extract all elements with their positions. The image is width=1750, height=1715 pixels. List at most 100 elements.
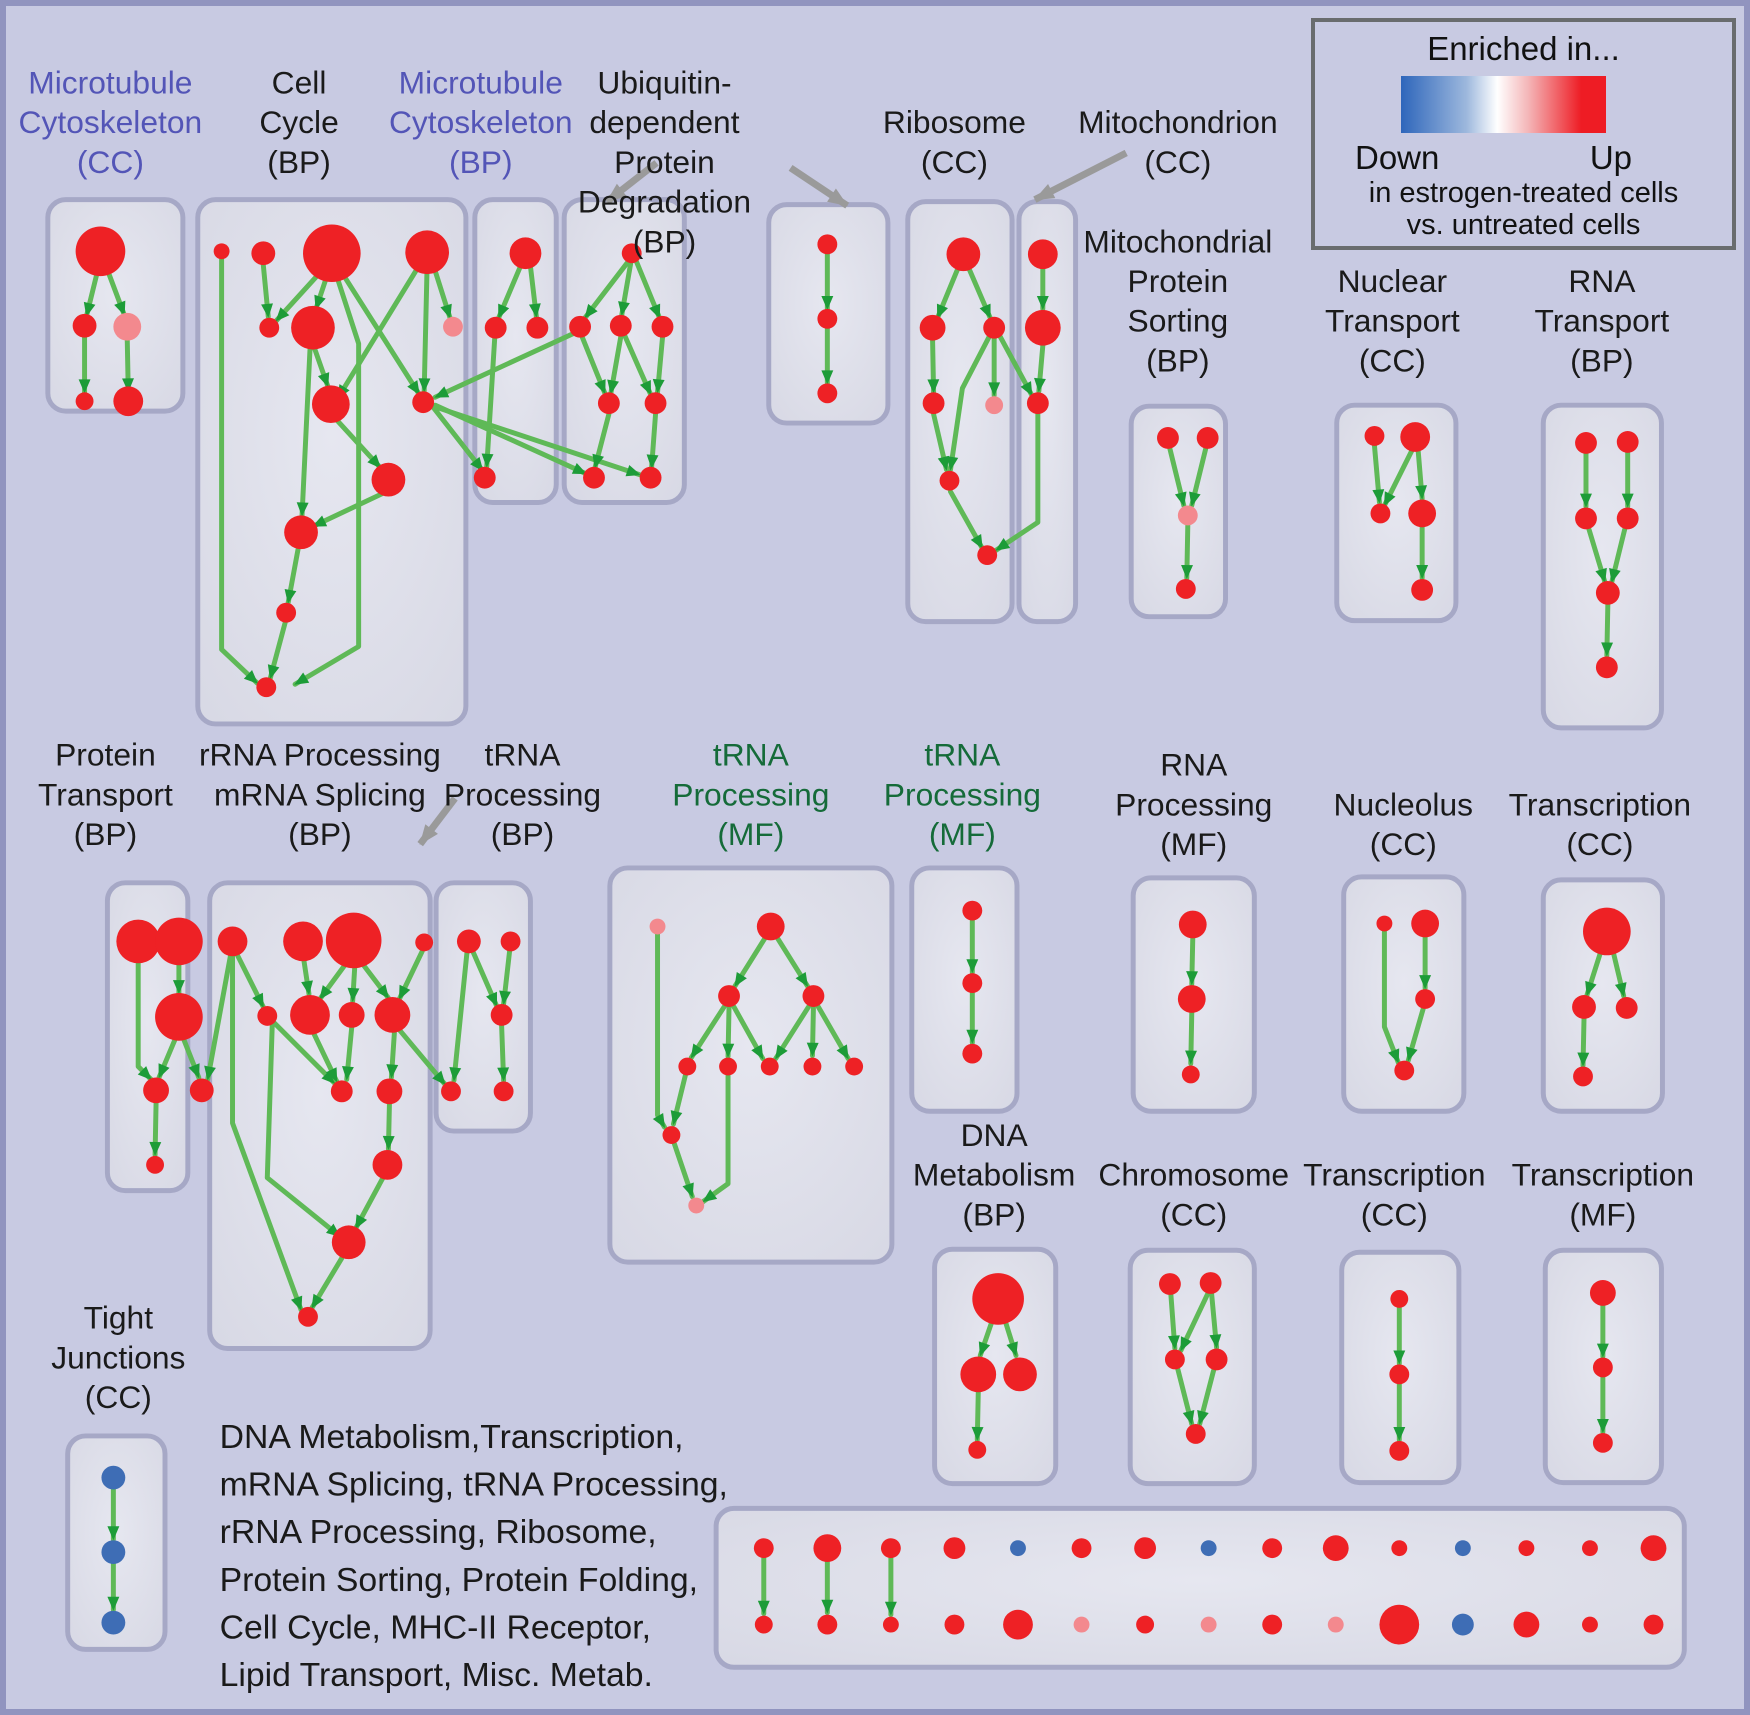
node (256, 677, 277, 698)
edge-arrow (996, 332, 1035, 398)
node (283, 921, 323, 962)
node (251, 241, 276, 266)
node (1175, 578, 1196, 599)
cluster-box (207, 880, 433, 1352)
node (405, 230, 450, 275)
node (813, 1534, 842, 1563)
edge-arrow (1381, 928, 1401, 1066)
node (1454, 1540, 1471, 1557)
edge-arrow (1405, 1006, 1426, 1064)
cluster-box (1127, 1247, 1257, 1487)
node (331, 1225, 366, 1260)
node (101, 1540, 126, 1565)
node (257, 1005, 278, 1026)
cluster-box (1016, 199, 1079, 625)
annotation-arrow (788, 164, 850, 209)
node (1575, 507, 1597, 530)
node (1643, 1614, 1664, 1635)
node (1164, 1349, 1185, 1370)
edge-arrow (815, 1004, 851, 1062)
edge-arrow (1601, 602, 1614, 658)
edge-arrow (1584, 951, 1603, 998)
node (962, 973, 983, 994)
edge-arrow (292, 264, 362, 687)
node (146, 1155, 165, 1174)
node (1071, 1538, 1092, 1559)
edge-arrow (927, 338, 940, 395)
edge-arrow (688, 1004, 727, 1061)
node (155, 917, 203, 966)
cluster-label: tRNA Processing (MF) (672, 737, 829, 852)
edge-arrow (1181, 522, 1194, 581)
edge-arrow (1175, 1366, 1195, 1427)
node (1394, 1060, 1415, 1081)
cluster-label: Protein Transport (BP) (38, 737, 173, 852)
node (944, 1614, 965, 1635)
node (754, 1615, 773, 1634)
node (284, 515, 318, 550)
node (1391, 1540, 1408, 1557)
node (960, 1356, 997, 1393)
node (1003, 1609, 1033, 1640)
node (1583, 907, 1631, 956)
node (412, 391, 435, 414)
node (376, 1078, 403, 1105)
cluster-label: Cell Cycle (BP) (259, 64, 338, 179)
node (662, 1126, 681, 1144)
node (1592, 1432, 1613, 1453)
node (1595, 656, 1618, 679)
edge-arrow (732, 935, 768, 989)
node (116, 919, 161, 964)
node (1415, 989, 1436, 1009)
node (756, 912, 785, 941)
node (1178, 910, 1207, 939)
node (291, 305, 335, 350)
cluster-box (713, 1505, 1687, 1670)
cluster-box (932, 1246, 1059, 1487)
edge-arrow (1577, 1016, 1590, 1069)
node (276, 602, 297, 623)
node (330, 1080, 353, 1103)
edge-arrow (1167, 446, 1187, 508)
edge-arrow (622, 333, 654, 397)
cluster-label: RNA Transport (BP) (1534, 263, 1669, 378)
node (1136, 1615, 1155, 1634)
edge-arrow (731, 1004, 766, 1062)
node (217, 926, 248, 957)
edge-arrow (671, 1141, 695, 1200)
node (189, 1078, 214, 1103)
edge-arrow (1371, 443, 1385, 505)
node (143, 1077, 169, 1104)
cluster-box (45, 197, 186, 414)
node (456, 929, 481, 954)
edge-arrow (347, 965, 360, 1004)
node (1158, 1273, 1181, 1295)
edge-arrow (499, 948, 513, 1007)
edge-arrow (267, 620, 288, 681)
node (985, 396, 1004, 415)
edge-arrow (1611, 951, 1627, 999)
caption-text: DNA Metabolism,Transcription, mRNA Splici… (220, 1418, 728, 1694)
node (443, 316, 463, 337)
cluster-label: Mitochondrion (CC) (1078, 104, 1278, 180)
edge-arrow (386, 1030, 399, 1080)
node (803, 1057, 822, 1076)
node (1376, 915, 1393, 932)
edge-arrow (284, 546, 301, 606)
edge-arrow (935, 264, 961, 321)
node (817, 1614, 838, 1635)
annotation-arrow (1033, 149, 1128, 203)
node (1615, 997, 1638, 1019)
cluster-label: Microtubule Cytoskeleton (CC) (19, 64, 203, 179)
node (977, 545, 998, 566)
node (609, 314, 632, 337)
cluster-label: tRNA Processing (MF) (884, 737, 1041, 852)
edge-arrow (1609, 526, 1628, 585)
edge-arrow (1209, 1291, 1222, 1351)
node (688, 1197, 705, 1214)
node (983, 316, 1006, 339)
node (569, 315, 592, 338)
node (75, 392, 94, 411)
edge-arrow (806, 1004, 819, 1059)
edge-arrow (430, 404, 486, 474)
